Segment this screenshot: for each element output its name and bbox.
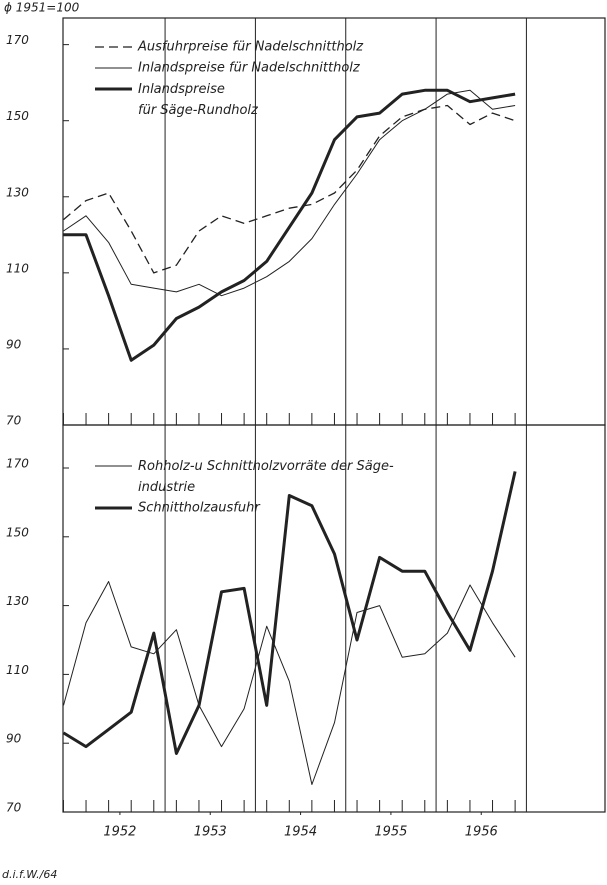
- legend-label: Rohholz-u Schnittholzvorräte der Säge-in…: [138, 459, 394, 495]
- source-note: d.i.f.W./64: [2, 868, 57, 881]
- y-tick-label: 110: [6, 261, 29, 275]
- y-tick-label: 70: [6, 414, 22, 428]
- y-tick-label: 90: [6, 337, 22, 351]
- series-line: [63, 89, 516, 297]
- y-tick-label: 170: [6, 457, 29, 471]
- x-tick-label: 1952: [103, 825, 136, 840]
- y-tick-label: 130: [6, 185, 29, 199]
- plot-frame: [62, 17, 606, 426]
- x-tick-label: 1955: [374, 825, 407, 840]
- y-tick-label: 90: [6, 732, 22, 746]
- x-tick-label: 1953: [194, 825, 227, 840]
- y-tick-label: 130: [6, 594, 29, 608]
- y-tick-label: 150: [6, 525, 29, 539]
- legend-label: Schnittholzausfuhr: [138, 501, 261, 516]
- series-line: [63, 88, 516, 362]
- legend-label: Inlandspreise für Nadelschnittholz: [138, 61, 361, 76]
- y-tick-label: 170: [6, 33, 29, 47]
- y-tick-label: 70: [6, 801, 22, 815]
- unit-note: ϕ 1951=100: [4, 1, 80, 15]
- legend-label: Inlandspreise für Säge-Rundholz: [138, 82, 259, 118]
- legend-label: Ausfuhrpreise für Nadelschnittholz: [137, 40, 364, 55]
- x-tick-label: 1956: [465, 825, 498, 840]
- x-tick-label: 1954: [284, 825, 317, 840]
- series-line: [63, 581, 516, 785]
- series-line: [63, 104, 516, 274]
- y-tick-label: 110: [6, 663, 29, 677]
- y-tick-label: 150: [6, 109, 29, 123]
- series-line: [62, 471, 517, 755]
